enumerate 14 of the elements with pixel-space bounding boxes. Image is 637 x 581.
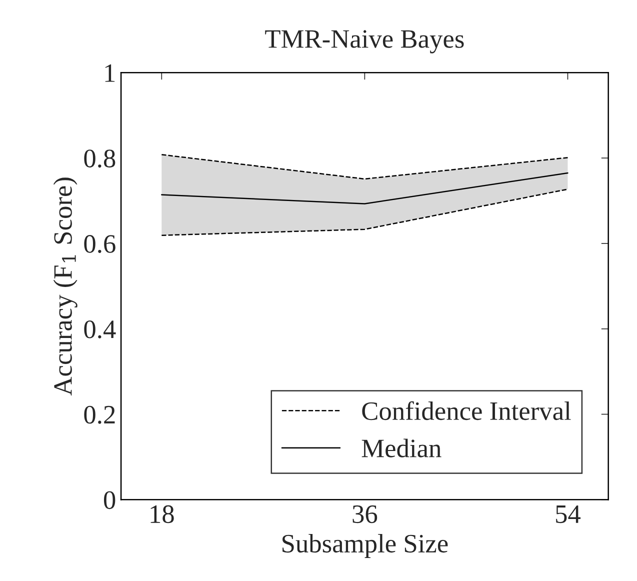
y-tick-label: 0.8: [84, 150, 116, 168]
legend-label: Confidence Interval: [362, 401, 571, 420]
y-tick-label: 0.4: [84, 320, 116, 338]
x-tick-label: 54: [556, 505, 581, 524]
legend-label: Median: [362, 438, 442, 458]
x-axis-title: Subsample Size: [282, 534, 448, 558]
y-tick-label: 0: [104, 491, 116, 510]
y-axis-title: Accuracy (F$_{1}$ Score): [53, 178, 78, 396]
y-tick-label: 1: [105, 64, 115, 82]
x-tick-label: 36: [352, 505, 378, 524]
x-tick-label: 18: [150, 505, 174, 524]
y-tick-label: 0.2: [84, 406, 115, 424]
y-tick-label: 0.6: [84, 235, 116, 253]
chart-title: TMR-Naive Bayes: [265, 30, 464, 54]
